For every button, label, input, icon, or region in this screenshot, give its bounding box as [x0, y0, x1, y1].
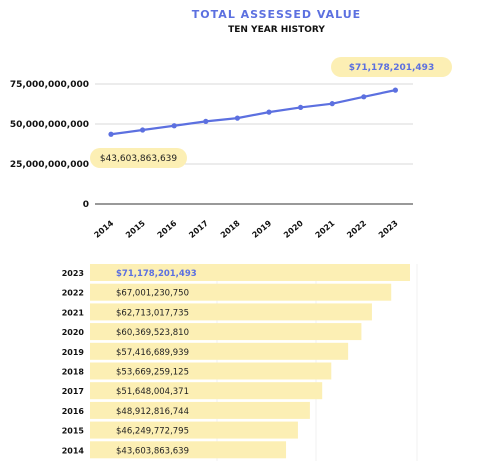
chart-subtitle: TEN YEAR HISTORY [228, 25, 325, 35]
bar-category-label: 2014 [62, 446, 85, 455]
bar-value-label: $43,603,863,639 [116, 446, 189, 456]
bar [90, 401, 310, 419]
bar-value-label: $67,001,230,750 [116, 289, 189, 299]
bar-value-label: $53,669,259,125 [116, 368, 189, 378]
callout-pill [331, 57, 452, 77]
y-tick-label: 75,000,000,000 [10, 80, 89, 90]
callout-label: $43,603,863,639 [100, 154, 178, 164]
bar-category-label: 2015 [62, 427, 85, 436]
bar-category-label: 2019 [62, 348, 85, 357]
bar-value-label: $46,249,772,795 [116, 427, 189, 437]
bar-category-label: 2020 [62, 328, 85, 337]
y-tick-label: 50,000,000,000 [10, 120, 89, 130]
data-point [298, 104, 304, 111]
data-point [203, 118, 209, 124]
bar-value-label: $60,369,523,810 [116, 328, 189, 338]
bar [90, 342, 349, 360]
data-point [140, 127, 146, 133]
bar [90, 382, 323, 400]
line-chart: 0 25,000,000,000 50,000,000,000 75,000,000,… [10, 57, 452, 240]
bar-value-label: $48,912,816,744 [116, 407, 189, 417]
callout-label: $71,178,201,493 [349, 63, 434, 73]
bar-category-label: 2023 [62, 269, 84, 278]
bar-value-label: $51,648,004,371 [116, 387, 189, 397]
series-line [110, 89, 396, 136]
callout-pill [90, 148, 187, 168]
data-point [108, 131, 114, 137]
bar [90, 264, 410, 281]
data-point [234, 115, 240, 121]
bar [90, 303, 372, 321]
data-point [329, 101, 335, 107]
bar [90, 362, 332, 380]
bar [90, 441, 287, 459]
bar-category-label: 2016 [62, 407, 85, 416]
bar [90, 323, 362, 341]
bar-category-label: 2021 [62, 308, 85, 317]
bar-category-label: 2018 [62, 368, 85, 377]
bar-value-label: $62,713,017,735 [116, 308, 189, 318]
bar [90, 283, 392, 301]
bar-category-label: 2017 [62, 387, 84, 396]
y-tick-label: 0 [83, 200, 89, 210]
bar-category-label: 2022 [62, 289, 84, 298]
data-point [266, 109, 272, 115]
data-point [361, 94, 367, 100]
bar-value-label: $57,416,689,939 [116, 348, 189, 358]
data-point [392, 87, 398, 93]
bar [90, 421, 298, 439]
bar-value-label: $71,178,201,493 [116, 269, 197, 279]
y-tick-label: 25,000,000,000 [10, 160, 89, 170]
data-point [171, 123, 177, 129]
chart-title: TOTAL ASSESSED VALUE [191, 8, 362, 21]
